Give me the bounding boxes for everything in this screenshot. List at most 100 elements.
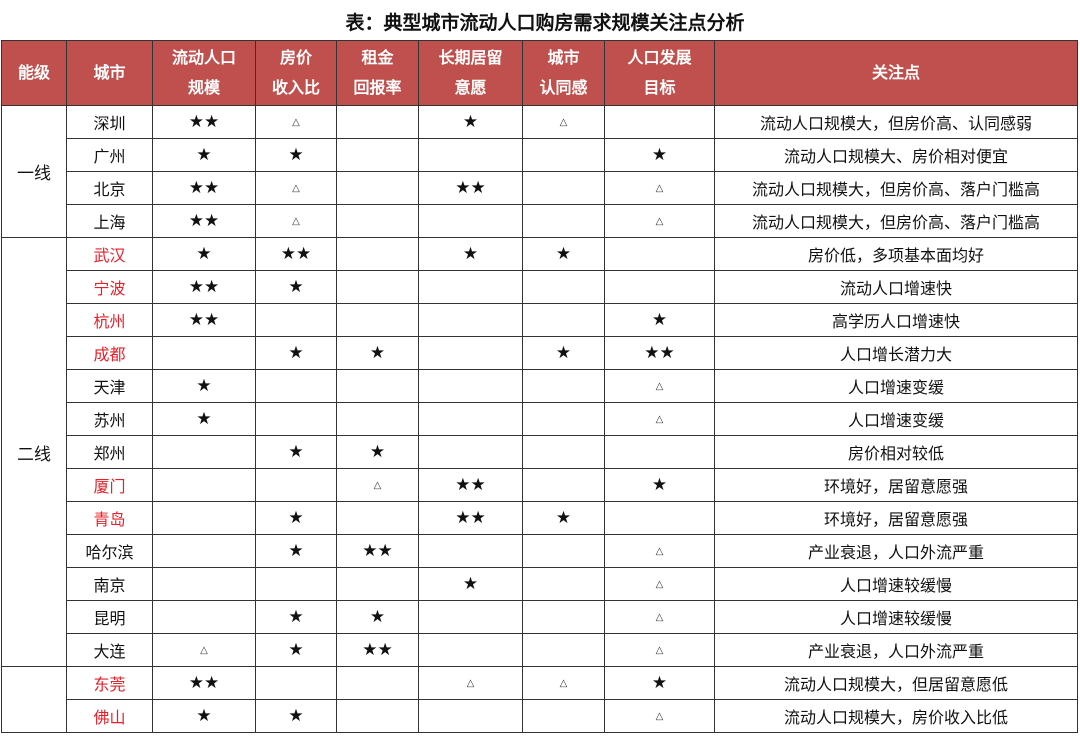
empty-cell (522, 204, 605, 238)
star-rating-icon: ★ (152, 138, 256, 172)
empty-cell (336, 270, 419, 304)
table-row: 大连 △ ★ ★★ △ 产业衰退，人口外流严重 (2, 633, 1078, 667)
empty-cell (152, 600, 256, 634)
empty-cell (418, 336, 523, 370)
column-header-line: 长期居留 (438, 48, 503, 67)
empty-cell (336, 303, 419, 337)
city-name: 上海 (66, 204, 153, 238)
star-rating-icon: ★ (255, 270, 337, 304)
empty-cell (336, 567, 419, 601)
focus-note: 环境好，居留意愿强 (714, 468, 1078, 502)
column-header-line: 能级 (17, 63, 50, 82)
column-header: 长期居留 意愿 (418, 40, 523, 106)
table-row: 青岛 ★ ★★ ★ 环境好，居留意愿强 (2, 501, 1078, 535)
column-header-line: 收入比 (271, 78, 320, 97)
table-row: 成都 ★ ★ ★ ★★ 人口增长潜力大 (2, 336, 1078, 370)
empty-cell (336, 369, 419, 403)
focus-note: 流动人口规模大，但房价高、落户门槛高 (714, 204, 1078, 238)
star-rating-icon: ★★ (418, 171, 523, 205)
star-rating-icon: ★★ (152, 204, 256, 238)
triangle-icon: △ (336, 468, 419, 502)
triangle-icon: △ (604, 534, 715, 568)
table-row: 天津 ★ △ 人口增速变缓 (2, 369, 1078, 403)
empty-cell (152, 567, 256, 601)
star-rating-icon: ★★ (152, 105, 256, 139)
city-name: 北京 (66, 171, 153, 205)
empty-cell (336, 138, 419, 172)
focus-note: 环境好，居留意愿强 (714, 501, 1078, 535)
star-rating-icon: ★ (152, 237, 256, 271)
star-rating-icon: ★ (152, 402, 256, 436)
empty-cell (336, 402, 419, 436)
empty-cell (418, 699, 523, 733)
table-row: 郑州 ★ ★ 房价相对较低 (2, 435, 1078, 469)
empty-cell (522, 600, 605, 634)
focus-note: 人口增长潜力大 (714, 336, 1078, 370)
empty-cell (522, 270, 605, 304)
column-header: 房价 收入比 (255, 40, 337, 106)
city-name: 昆明 (66, 600, 153, 634)
empty-cell (522, 633, 605, 667)
column-header-line: 流动人口 (171, 48, 236, 67)
star-rating-icon: ★ (255, 138, 337, 172)
table-row: 二线 武汉 ★ ★★ ★ ★ 房价低，多项基本面均好 (1, 237, 1078, 667)
empty-cell (522, 138, 605, 172)
header-row: 能级 城市 流动人口 规模 房价 收入比 租金 回报率 长期居留 意愿 城市 认同感 人口发展 目标 关注点 (1, 40, 1078, 106)
triangle-icon: △ (255, 171, 337, 205)
table-row: 东莞 ★★ △ △ ★ 流动人口规模大，但居留意愿低 (1, 666, 1078, 733)
empty-cell (336, 501, 419, 535)
city-name: 东莞 (66, 666, 153, 700)
focus-note: 产业衰退，人口外流严重 (714, 633, 1078, 667)
triangle-icon: △ (604, 402, 715, 436)
empty-cell (255, 369, 337, 403)
column-header: 能级 (1, 40, 67, 106)
triangle-icon: △ (604, 600, 715, 634)
focus-note: 房价低，多项基本面均好 (714, 237, 1078, 271)
empty-cell (522, 369, 605, 403)
triangle-icon: △ (255, 204, 337, 238)
triangle-icon: △ (522, 666, 605, 700)
empty-cell (336, 171, 419, 205)
column-header: 人口发展 目标 (604, 40, 715, 106)
focus-note: 房价相对较低 (714, 435, 1078, 469)
star-rating-icon: ★ (522, 336, 605, 370)
star-rating-icon: ★ (604, 303, 715, 337)
tier-label (1, 666, 67, 733)
star-rating-icon: ★★ (255, 237, 337, 271)
city-analysis-table: 能级 城市 流动人口 规模 房价 收入比 租金 回报率 长期居留 意愿 城市 认同感 人口发展 目标 关注点… (1, 40, 1078, 733)
empty-cell (604, 270, 715, 304)
focus-note: 流动人口规模大，房价收入比低 (714, 699, 1078, 733)
city-name: 广州 (66, 138, 153, 172)
triangle-icon: △ (604, 204, 715, 238)
table-row: 厦门 △ ★★ ★ 环境好，居留意愿强 (2, 468, 1078, 502)
table-row: 昆明 ★ ★ △ 人口增速较缓慢 (2, 600, 1078, 634)
empty-cell (336, 699, 419, 733)
star-rating-icon: ★ (522, 501, 605, 535)
column-header-line: 人口发展 (627, 48, 692, 67)
focus-note: 流动人口规模大，但居留意愿低 (714, 666, 1078, 700)
empty-cell (522, 435, 605, 469)
table-row: 南京 ★ △ 人口增速较缓慢 (2, 567, 1078, 601)
city-name: 郑州 (66, 435, 153, 469)
empty-cell (255, 402, 337, 436)
star-rating-icon: ★ (255, 336, 337, 370)
empty-cell (152, 534, 256, 568)
empty-cell (522, 303, 605, 337)
empty-cell (418, 369, 523, 403)
star-rating-icon: ★★ (152, 270, 256, 304)
star-rating-icon: ★ (604, 138, 715, 172)
focus-note: 流动人口规模大，但房价高、认同感弱 (714, 105, 1078, 139)
column-header-line: 租金 (361, 48, 394, 67)
city-name: 武汉 (66, 237, 153, 271)
city-name: 大连 (66, 633, 153, 667)
column-header: 关注点 (714, 40, 1078, 106)
city-name: 宁波 (66, 270, 153, 304)
empty-cell (255, 567, 337, 601)
triangle-icon: △ (604, 171, 715, 205)
star-rating-icon: ★ (255, 501, 337, 535)
city-name: 南京 (66, 567, 153, 601)
column-header-line: 认同感 (539, 78, 588, 97)
empty-cell (522, 468, 605, 502)
triangle-icon: △ (152, 633, 256, 667)
city-name: 厦门 (66, 468, 153, 502)
